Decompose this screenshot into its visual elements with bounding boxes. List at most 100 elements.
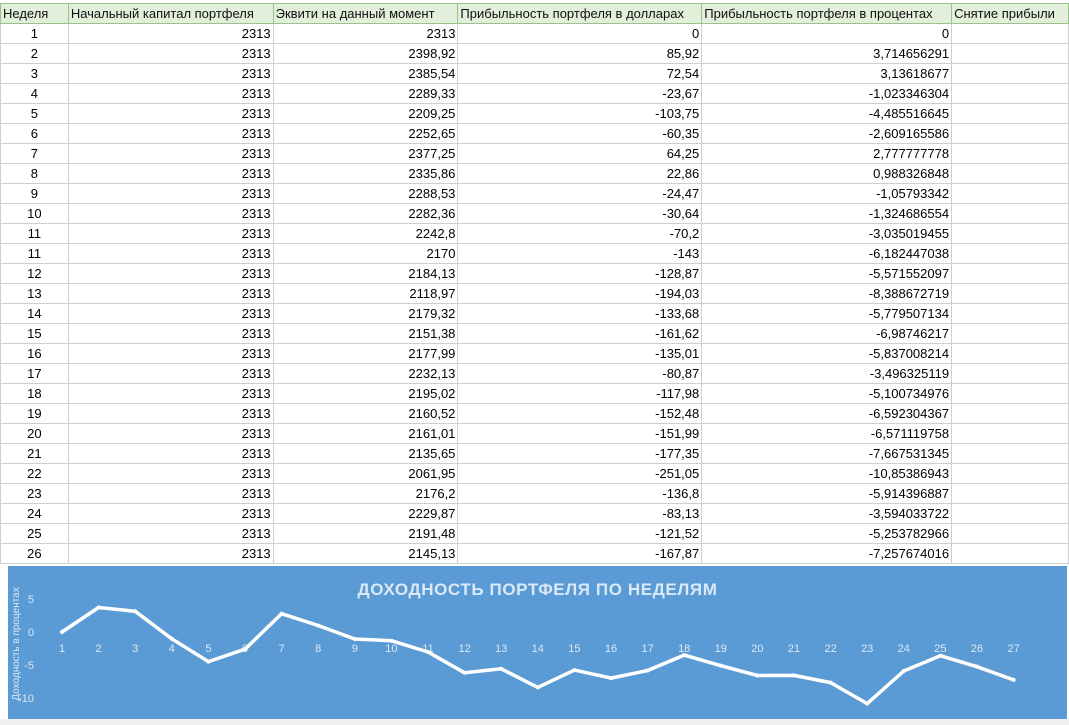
- table-cell[interactable]: 3,714656291: [701, 43, 953, 64]
- table-cell[interactable]: [951, 283, 1069, 304]
- table-cell[interactable]: [951, 163, 1069, 184]
- table-cell[interactable]: 2313: [67, 203, 274, 224]
- table-cell[interactable]: 2135,65: [272, 443, 459, 464]
- table-cell[interactable]: -5,779507134: [701, 303, 953, 324]
- table-cell[interactable]: 12: [0, 263, 69, 284]
- table-cell[interactable]: [951, 423, 1069, 444]
- table-cell[interactable]: 26: [0, 543, 69, 564]
- table-cell[interactable]: 2385,54: [272, 63, 459, 84]
- table-cell[interactable]: 10: [0, 203, 69, 224]
- table-cell[interactable]: 17: [0, 363, 69, 384]
- table-cell[interactable]: -5,837008214: [701, 343, 953, 364]
- table-cell[interactable]: 72,54: [457, 63, 703, 84]
- table-cell[interactable]: 2313: [67, 363, 274, 384]
- data-point[interactable]: [279, 611, 284, 616]
- table-cell[interactable]: 15: [0, 323, 69, 344]
- table-cell[interactable]: 2229,87: [272, 503, 459, 524]
- table-cell[interactable]: -80,87: [457, 363, 703, 384]
- table-cell[interactable]: 0,988326848: [701, 163, 953, 184]
- table-cell[interactable]: 8: [0, 163, 69, 184]
- table-cell[interactable]: -152,48: [457, 403, 703, 424]
- table-cell[interactable]: 2313: [67, 163, 274, 184]
- table-cell[interactable]: -117,98: [457, 383, 703, 404]
- table-cell[interactable]: 5: [0, 103, 69, 124]
- table-cell[interactable]: 2232,13: [272, 363, 459, 384]
- table-cell[interactable]: -30,64: [457, 203, 703, 224]
- table-cell[interactable]: [951, 503, 1069, 524]
- table-cell[interactable]: [951, 383, 1069, 404]
- data-point[interactable]: [1011, 677, 1016, 682]
- table-cell[interactable]: 22: [0, 463, 69, 484]
- table-cell[interactable]: 2313: [67, 383, 274, 404]
- table-cell[interactable]: 2177,99: [272, 343, 459, 364]
- table-cell[interactable]: -6,592304367: [701, 403, 953, 424]
- table-cell[interactable]: -167,87: [457, 543, 703, 564]
- table-cell[interactable]: -177,35: [457, 443, 703, 464]
- data-point[interactable]: [828, 680, 833, 685]
- table-cell[interactable]: 2313: [67, 503, 274, 524]
- table-cell[interactable]: -3,035019455: [701, 223, 953, 244]
- table-cell[interactable]: -1,023346304: [701, 83, 953, 104]
- data-point[interactable]: [975, 664, 979, 669]
- table-cell[interactable]: [951, 123, 1069, 144]
- table-cell[interactable]: 24: [0, 503, 69, 524]
- table-cell[interactable]: -8,388672719: [701, 283, 953, 304]
- table-cell[interactable]: 2313: [67, 283, 274, 304]
- table-cell[interactable]: -10,85386943: [701, 463, 953, 484]
- table-cell[interactable]: [951, 243, 1069, 264]
- data-point[interactable]: [718, 663, 723, 668]
- table-cell[interactable]: 2313: [67, 83, 274, 104]
- table-cell[interactable]: -143: [457, 243, 703, 264]
- table-cell[interactable]: 2288,53: [272, 183, 459, 204]
- table-cell[interactable]: -135,01: [457, 343, 703, 364]
- table-cell[interactable]: 23: [0, 483, 69, 504]
- table-cell[interactable]: [951, 303, 1069, 324]
- table-cell[interactable]: 20: [0, 423, 69, 444]
- table-cell[interactable]: 11: [0, 223, 69, 244]
- table-cell[interactable]: 2313: [67, 543, 274, 564]
- header-cell[interactable]: Снятие прибыли: [951, 3, 1069, 24]
- table-cell[interactable]: 2289,33: [272, 83, 459, 104]
- table-cell[interactable]: 3,13618677: [701, 63, 953, 84]
- table-cell[interactable]: 9: [0, 183, 69, 204]
- table-cell[interactable]: -60,35: [457, 123, 703, 144]
- table-cell[interactable]: 85,92: [457, 43, 703, 64]
- table-cell[interactable]: 2335,86: [272, 163, 459, 184]
- table-cell[interactable]: 2313: [67, 343, 274, 364]
- header-cell[interactable]: Прибыльность портфеля в процентах: [701, 3, 953, 24]
- chart-area[interactable]: ДОХОДНОСТЬ ПОРТФЕЛЯ ПО НЕДЕЛЯМ 5 0 -5 -10 До…: [8, 566, 1067, 725]
- table-cell[interactable]: [951, 143, 1069, 164]
- table-cell[interactable]: 2313: [67, 423, 274, 444]
- table-cell[interactable]: [951, 523, 1069, 544]
- table-cell[interactable]: -6,182447038: [701, 243, 953, 264]
- data-point[interactable]: [645, 668, 650, 673]
- table-cell[interactable]: -6,98746217: [701, 323, 953, 344]
- table-cell[interactable]: 64,25: [457, 143, 703, 164]
- table-cell[interactable]: -5,914396887: [701, 483, 953, 504]
- table-cell[interactable]: -5,571552097: [701, 263, 953, 284]
- data-point[interactable]: [60, 630, 64, 634]
- table-cell[interactable]: 2170: [272, 243, 459, 264]
- data-point[interactable]: [572, 668, 577, 673]
- table-cell[interactable]: -1,324686554: [701, 203, 953, 224]
- table-cell[interactable]: 2313: [67, 183, 274, 204]
- data-point[interactable]: [389, 638, 394, 643]
- table-cell[interactable]: -3,496325119: [701, 363, 953, 384]
- table-cell[interactable]: 0: [701, 23, 953, 44]
- table-cell[interactable]: [951, 83, 1069, 104]
- table-cell[interactable]: 2313: [67, 23, 274, 44]
- table-cell[interactable]: 2313: [67, 143, 274, 164]
- table-cell[interactable]: 22,86: [457, 163, 703, 184]
- table-cell[interactable]: 2195,02: [272, 383, 459, 404]
- table-cell[interactable]: [951, 23, 1069, 44]
- table-cell[interactable]: 11: [0, 243, 69, 264]
- table-cell[interactable]: 2313: [272, 23, 459, 44]
- table-cell[interactable]: 1: [0, 23, 69, 44]
- table-cell[interactable]: 2061,95: [272, 463, 459, 484]
- table-cell[interactable]: [951, 543, 1069, 564]
- data-point[interactable]: [901, 669, 906, 674]
- table-cell[interactable]: 21: [0, 443, 69, 464]
- data-point[interactable]: [462, 670, 467, 675]
- table-cell[interactable]: -23,67: [457, 83, 703, 104]
- table-cell[interactable]: 7: [0, 143, 69, 164]
